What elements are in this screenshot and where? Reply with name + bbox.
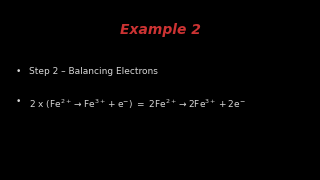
Text: Step 2 – Balancing Electrons: Step 2 – Balancing Electrons (29, 67, 158, 76)
Text: $\mathregular{2\ x\ (Fe^{2+} \rightarrow Fe^{3+} + e^{-})\ =\ 2Fe^{2+} \rightarr: $\mathregular{2\ x\ (Fe^{2+} \rightarrow… (29, 97, 245, 111)
Text: •: • (16, 67, 21, 76)
Text: •: • (16, 97, 21, 106)
Text: Example 2: Example 2 (120, 23, 200, 37)
